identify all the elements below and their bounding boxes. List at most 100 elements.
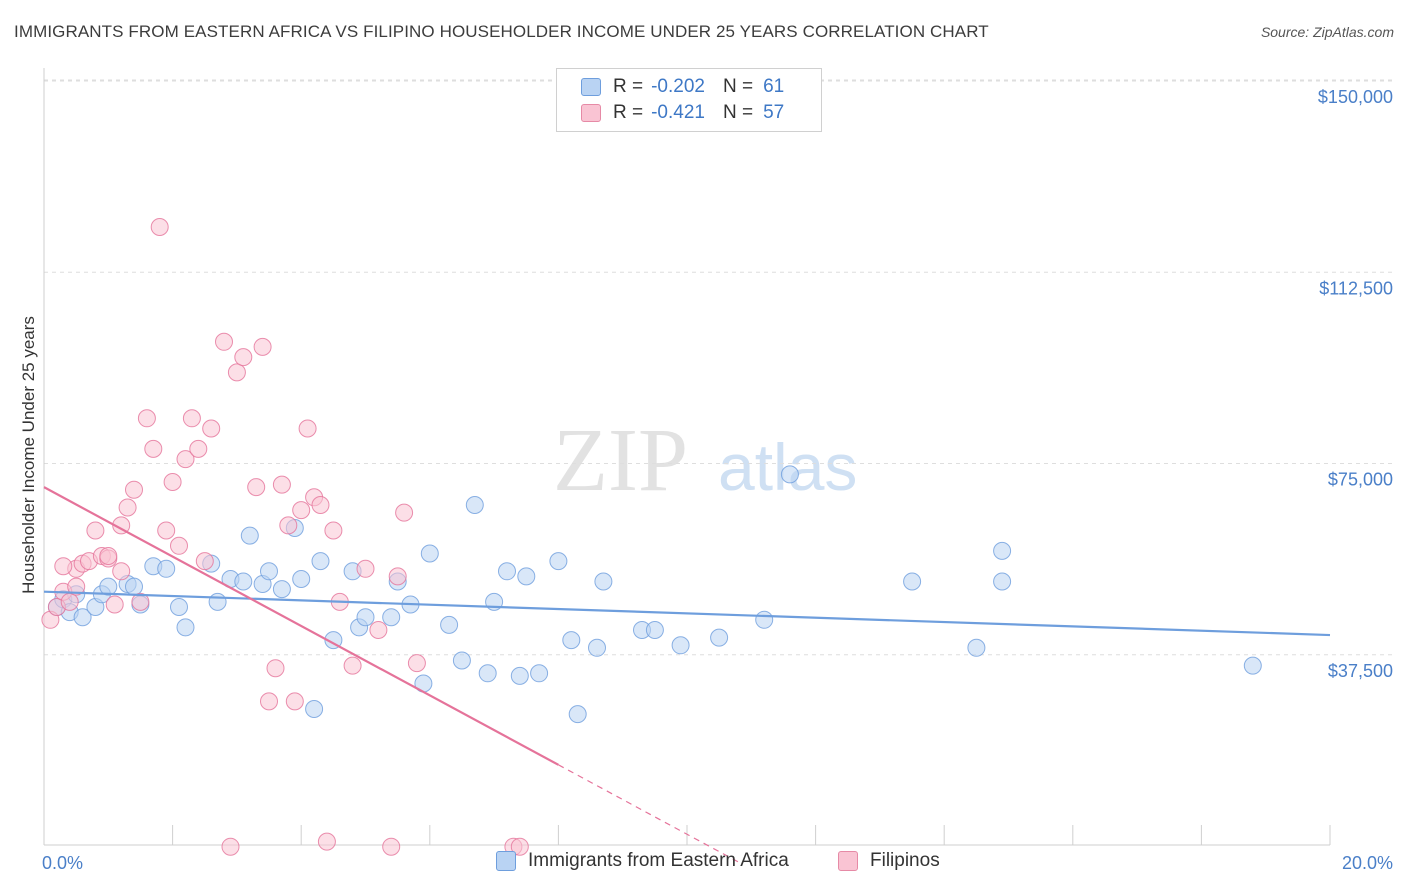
- legend-n-label: N =: [722, 102, 754, 123]
- gridlines: [44, 79, 1392, 656]
- legend-n-label: N =: [722, 76, 754, 97]
- point-series-1-27: [215, 332, 233, 351]
- point-series-1-35: [272, 475, 291, 494]
- axes: [43, 68, 1331, 846]
- point-series-1-10: [105, 595, 124, 614]
- x-tick-labels: 0.0% 20.0%: [42, 853, 1393, 873]
- y-tick-label-2: $75,000: [1328, 470, 1393, 490]
- watermark-zip: ZIP: [553, 411, 688, 510]
- legend-n-value-filipinos: 57: [763, 102, 785, 123]
- point-series-1-51: [407, 654, 426, 673]
- legend-item-filipinos[interactable]: Filipinos: [838, 850, 940, 872]
- point-series-1-43: [324, 521, 343, 540]
- point-series-0-35: [420, 544, 439, 563]
- legend-r-label: R =: [613, 76, 644, 97]
- point-series-0-22: [272, 580, 291, 599]
- series-legend: Immigrants from Eastern Africa Filipinos: [0, 850, 1406, 876]
- watermark: ZIP atlas: [553, 411, 857, 510]
- data-points: [41, 218, 1262, 856]
- legend-label-filipinos: Filipinos: [870, 850, 940, 871]
- correlation-legend: R = -0.202 N = 61 R = -0.421 N = 57: [556, 68, 822, 132]
- point-series-1-33: [260, 692, 278, 711]
- point-series-1-18: [150, 218, 169, 236]
- legend-swatch-eastern-africa: [581, 78, 601, 96]
- point-series-1-42: [317, 832, 336, 851]
- legend-swatch-filipinos: [838, 851, 858, 871]
- point-series-0-12: [157, 559, 176, 578]
- legend-r-label: R =: [613, 102, 644, 123]
- point-series-0-58: [993, 541, 1012, 560]
- point-series-1-3: [60, 592, 79, 611]
- point-series-0-56: [903, 572, 922, 591]
- y-tick-label-1: $112,500: [1319, 278, 1393, 298]
- legend-swatch-filipinos: [581, 104, 601, 122]
- point-series-0-44: [530, 664, 549, 683]
- point-series-1-13: [118, 498, 137, 517]
- point-series-0-43: [517, 567, 536, 586]
- point-series-1-23: [182, 409, 201, 428]
- legend-n-value-eastern-africa: 61: [763, 76, 785, 97]
- point-series-0-51: [645, 621, 664, 639]
- point-series-0-16: [208, 592, 227, 611]
- x-tick-label-0: 0.0%: [42, 853, 83, 873]
- chart-title: IMMIGRANTS FROM EASTERN AFRICA VS FILIPI…: [14, 22, 989, 41]
- series-1-points: [41, 218, 529, 856]
- point-series-0-55: [780, 465, 799, 484]
- point-series-0-27: [324, 631, 343, 650]
- point-series-1-20: [163, 473, 182, 491]
- y-axis-label: Householder Income Under 25 years: [19, 316, 38, 594]
- point-series-0-26: [311, 552, 330, 571]
- point-series-1-48: [382, 837, 401, 856]
- point-series-1-37: [285, 692, 304, 711]
- point-series-1-55: [99, 547, 118, 565]
- point-series-1-16: [137, 409, 156, 428]
- point-series-1-28: [221, 837, 240, 856]
- point-series-1-15: [131, 592, 150, 611]
- point-series-0-54: [755, 610, 774, 629]
- point-series-0-59: [993, 572, 1012, 591]
- point-series-0-46: [562, 631, 581, 650]
- legend-swatch-eastern-africa: [496, 851, 516, 871]
- point-series-1-30: [234, 348, 253, 367]
- y-tick-labels: $150,000 $112,500 $75,000 $37,500: [1318, 87, 1393, 681]
- point-series-1-41: [311, 496, 330, 514]
- point-series-1-31: [247, 478, 266, 497]
- point-series-1-24: [189, 439, 208, 458]
- point-series-1-53: [510, 837, 529, 856]
- point-series-0-47: [568, 705, 587, 724]
- legend-item-eastern-africa[interactable]: Immigrants from Eastern Africa: [496, 850, 789, 872]
- point-series-1-32: [253, 337, 272, 356]
- point-series-0-19: [240, 526, 259, 545]
- point-series-0-48: [588, 638, 606, 657]
- legend-row-filipinos: R = -0.421 N = 57: [581, 101, 784, 125]
- point-series-0-57: [967, 638, 986, 657]
- point-series-0-39: [478, 664, 497, 683]
- point-series-1-47: [369, 621, 388, 639]
- point-series-0-18: [234, 572, 253, 591]
- point-series-1-46: [356, 559, 375, 578]
- point-series-0-25: [305, 700, 324, 718]
- point-series-0-31: [382, 608, 401, 627]
- point-series-0-7: [99, 577, 118, 596]
- point-series-0-13: [170, 598, 188, 616]
- point-series-1-29: [227, 363, 246, 382]
- y-tick-label-0: $150,000: [1318, 87, 1393, 107]
- point-series-1-25: [195, 552, 214, 571]
- point-series-1-39: [298, 419, 317, 438]
- legend-r-value-eastern-africa: -0.202: [651, 76, 705, 97]
- point-series-1-19: [157, 521, 176, 540]
- trend-lines: [43, 486, 1331, 863]
- point-series-1-26: [202, 419, 221, 438]
- point-series-0-38: [465, 496, 484, 514]
- point-series-1-7: [86, 521, 105, 540]
- trend-line-extension-series-1: [558, 764, 739, 863]
- trend-line-series-1: [43, 486, 559, 766]
- point-series-0-24: [292, 570, 311, 588]
- point-series-0-52: [671, 636, 690, 655]
- x-tick-label-1: 20.0%: [1342, 853, 1393, 873]
- legend-row-eastern-africa: R = -0.202 N = 61: [581, 75, 784, 99]
- source-label: Source: ZipAtlas.com: [1260, 24, 1394, 40]
- point-series-1-21: [170, 536, 188, 555]
- point-series-1-34: [266, 659, 285, 678]
